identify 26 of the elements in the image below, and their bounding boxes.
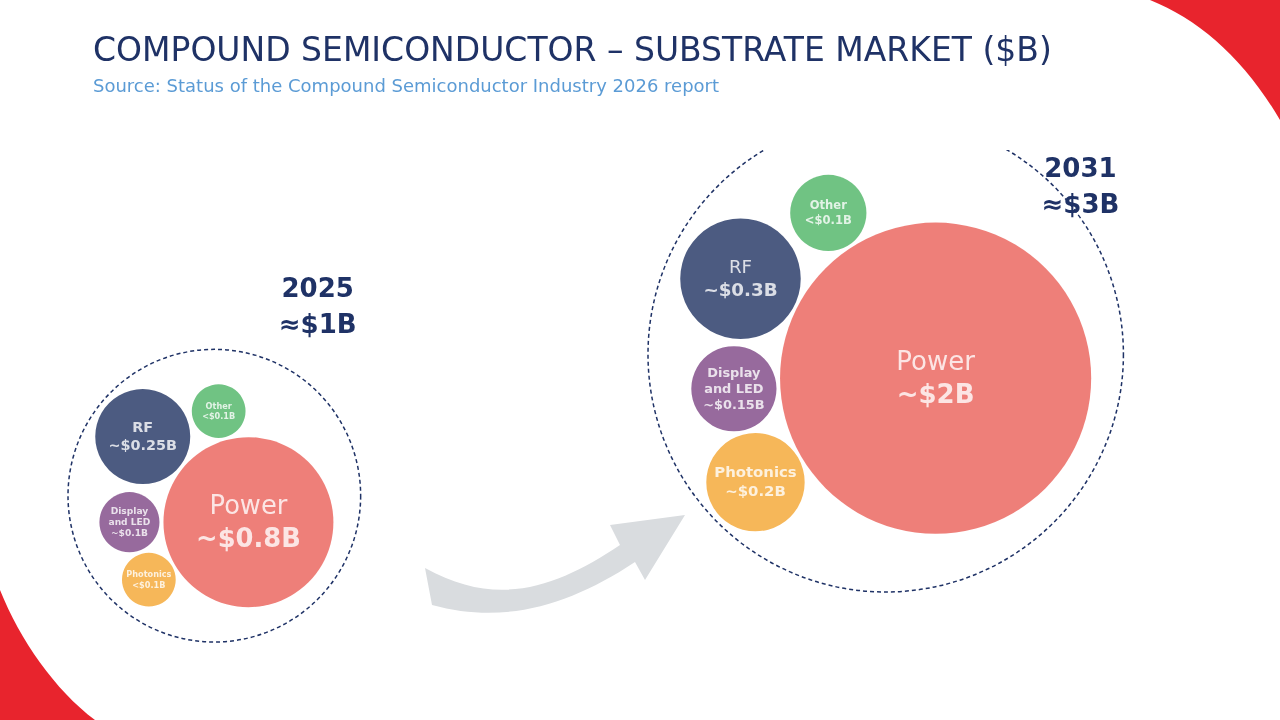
category-label: Other bbox=[205, 400, 232, 411]
category-label: Display and LED bbox=[704, 365, 764, 396]
data-label: <$0.1B bbox=[202, 410, 236, 421]
data-label: ~$0.3B bbox=[703, 279, 778, 301]
data-label: ~$2B bbox=[896, 378, 975, 409]
text: ≈$3B bbox=[1041, 189, 1120, 219]
category-label: Other bbox=[809, 198, 848, 213]
text: 2025 bbox=[281, 273, 354, 303]
category-label: RF bbox=[132, 419, 154, 436]
data-label: <$0.1B bbox=[804, 212, 852, 227]
data-label: ~$0.2B bbox=[725, 482, 786, 501]
category-label: Power bbox=[896, 346, 976, 377]
data-label: <$0.1B bbox=[132, 579, 166, 590]
category-label: Display and LED bbox=[108, 505, 151, 527]
text: COMPOUND SEMICONDUCTOR – SUBSTRATE MARKET ($B) bbox=[93, 30, 1052, 69]
category-label: RF bbox=[728, 256, 753, 278]
category-label: Photonics bbox=[126, 569, 172, 580]
data-label: ~$0.8B bbox=[196, 522, 301, 553]
text: 2031 bbox=[1044, 153, 1117, 183]
text: Source: Status of the Compound Semiconductor Industry 2026 report bbox=[93, 74, 720, 96]
data-label: ~$0.1B bbox=[110, 528, 148, 539]
data-label: ~$0.15B bbox=[703, 396, 765, 412]
text: ≈$1B bbox=[278, 309, 357, 339]
data-label: ~$0.25B bbox=[108, 437, 177, 454]
category-label: Photonics bbox=[714, 463, 797, 482]
category-label: Power bbox=[209, 490, 288, 521]
